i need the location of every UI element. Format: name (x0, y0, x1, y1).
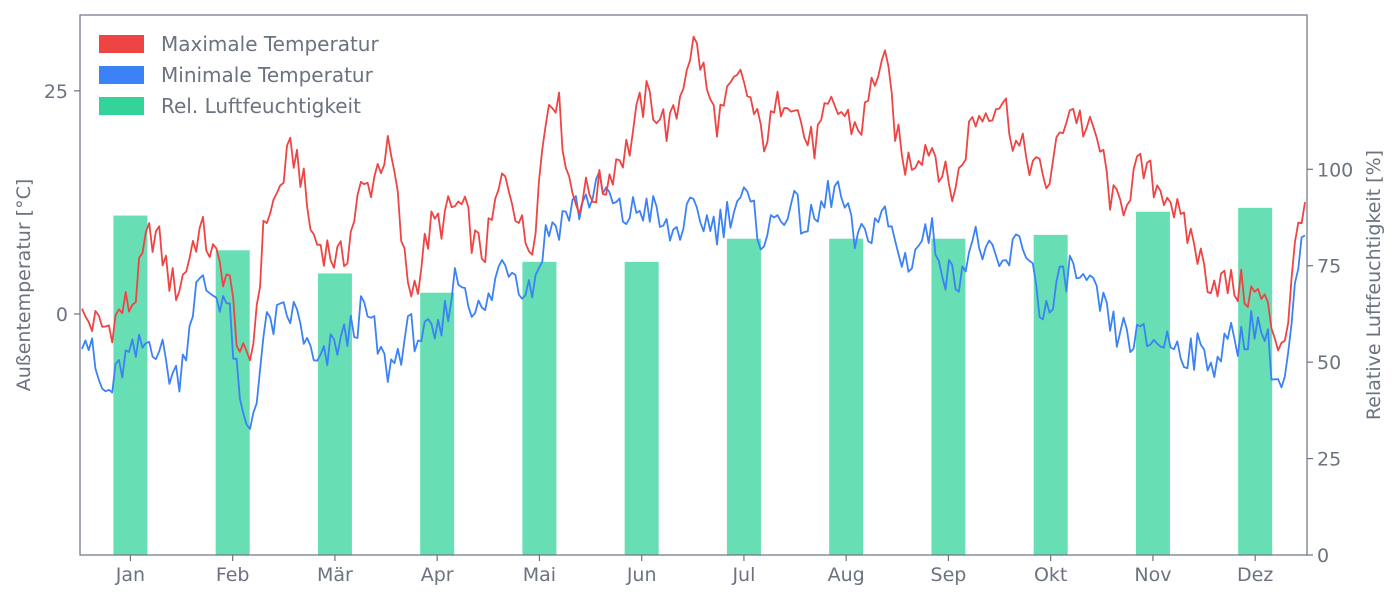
y-left-tick-label: 25 (44, 81, 68, 103)
humidity-bar-jan (113, 215, 148, 556)
humidity-bar-nov (1135, 211, 1170, 555)
humidity-bar-jun (624, 261, 659, 555)
humidity-bars (113, 207, 1273, 556)
humidity-bar-mär (317, 273, 352, 555)
legend-item-humidity-label: Rel. Luftfeuchtigkeit (161, 94, 361, 118)
x-tick-label-mär: Mär (317, 564, 353, 586)
humidity-bar-mai (522, 261, 557, 555)
humidity-bar-apr (420, 292, 455, 555)
y-axis-right-label: Relative Luftfeuchtigkeit [%] (1363, 150, 1385, 420)
legend-item-humidity-swatch (99, 97, 144, 115)
plot-frame (79, 14, 1308, 556)
x-tick-label-jan: Jan (115, 564, 145, 586)
temperature-lines (81, 35, 1306, 430)
max-temperature-line (81, 35, 1306, 362)
legend-item-max-temperature-label: Maximale Temperatur (161, 32, 379, 56)
humidity-bar-jul (726, 238, 761, 555)
x-tick-label-feb: Feb (216, 564, 250, 586)
x-tick-label-jul: Jul (731, 564, 755, 586)
x-tick-label-dez: Dez (1237, 564, 1273, 586)
legend-item-min-temperature-label: Minimale Temperatur (161, 63, 374, 87)
y-right-tick-label: 50 (1317, 352, 1341, 374)
humidity-bar-dez (1238, 207, 1273, 555)
y-right-tick-label: 75 (1317, 256, 1341, 278)
x-tick-label-aug: Aug (828, 564, 865, 586)
x-tick-label-nov: Nov (1134, 564, 1171, 586)
axes: 0 25 0 25 50 75 100 Jan Feb Mär Apr Mai Jun Jul Aug Sep… (44, 14, 1353, 586)
min-temperature-line (81, 170, 1306, 430)
x-tick-label-sep: Sep (931, 564, 967, 586)
y-right-tick-label: 100 (1317, 159, 1353, 181)
y-right-tick-label: 25 (1317, 449, 1341, 471)
y-right-tick-label: 0 (1317, 545, 1329, 567)
x-tick-label-jun: Jun (626, 564, 657, 586)
x-tick-label-apr: Apr (421, 564, 454, 586)
x-tick-label-mai: Mai (523, 564, 556, 586)
legend-item-min-temperature-swatch (99, 66, 144, 84)
humidity-bar-aug (829, 238, 864, 555)
humidity-bar-okt (1033, 234, 1068, 555)
legend-item-max-temperature-swatch (99, 35, 144, 53)
x-tick-label-okt: Okt (1034, 564, 1067, 586)
y-axis-left-label: Außentemperatur [°C] (13, 179, 35, 392)
y-left-tick-label: 0 (56, 304, 68, 326)
legend: Maximale Temperatur Minimale Temperatur Re… (99, 32, 379, 118)
